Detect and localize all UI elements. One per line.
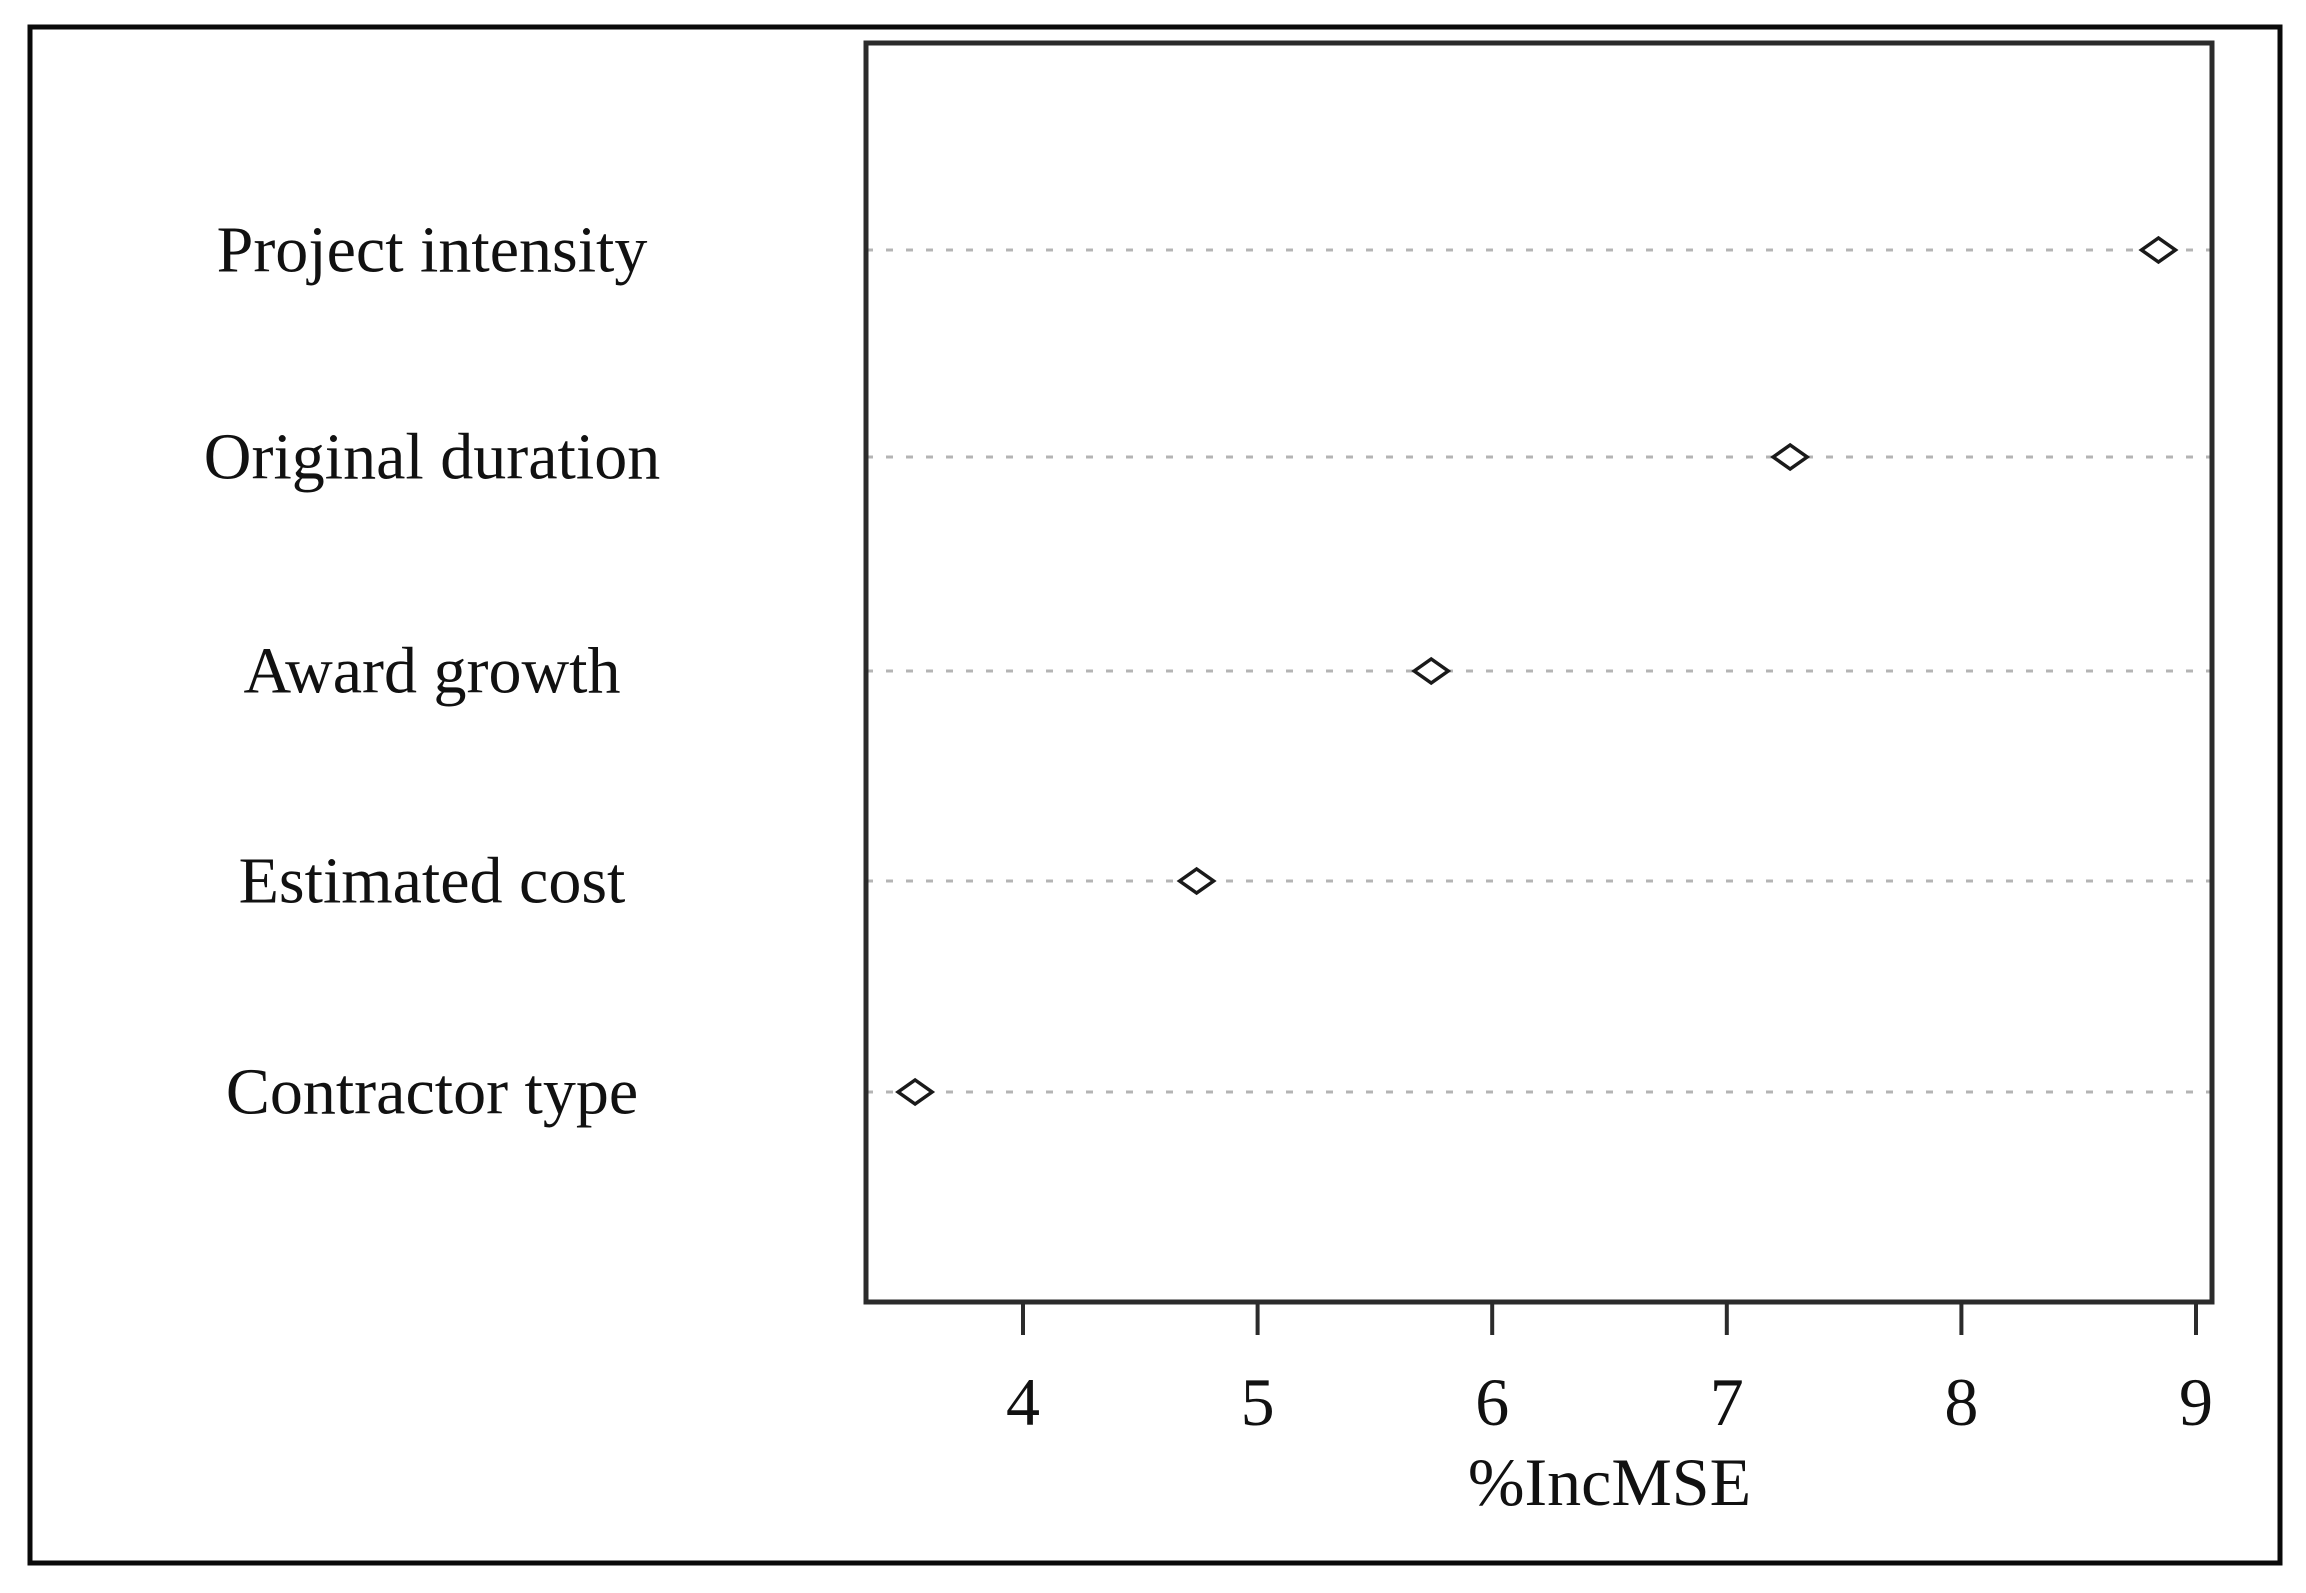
x-axis-title: %IncMSE bbox=[1468, 1444, 1751, 1520]
data-point-diamond bbox=[895, 1077, 936, 1107]
category-label: Estimated cost bbox=[239, 845, 626, 918]
data-point-diamond bbox=[1770, 442, 1811, 472]
data-point-diamond bbox=[1411, 656, 1452, 686]
x-axis-tick-label: 7 bbox=[1710, 1364, 1744, 1440]
category-label: Contractor type bbox=[226, 1056, 638, 1129]
category-label: Original duration bbox=[204, 421, 660, 494]
category-label: Award growth bbox=[243, 635, 620, 708]
x-axis-tick-label: 8 bbox=[1944, 1364, 1978, 1440]
data-point-diamond bbox=[1176, 866, 1217, 896]
x-axis-tick-label: 4 bbox=[1006, 1364, 1040, 1440]
figure-border bbox=[27, 24, 2283, 1566]
plot-box bbox=[863, 40, 2215, 1305]
x-axis-tick-label: 6 bbox=[1475, 1364, 1509, 1440]
data-point-diamond bbox=[2138, 235, 2179, 265]
x-axis-tick-label: 9 bbox=[2179, 1364, 2213, 1440]
x-axis-tick-label: 5 bbox=[1241, 1364, 1275, 1440]
category-label: Project intensity bbox=[217, 214, 648, 287]
